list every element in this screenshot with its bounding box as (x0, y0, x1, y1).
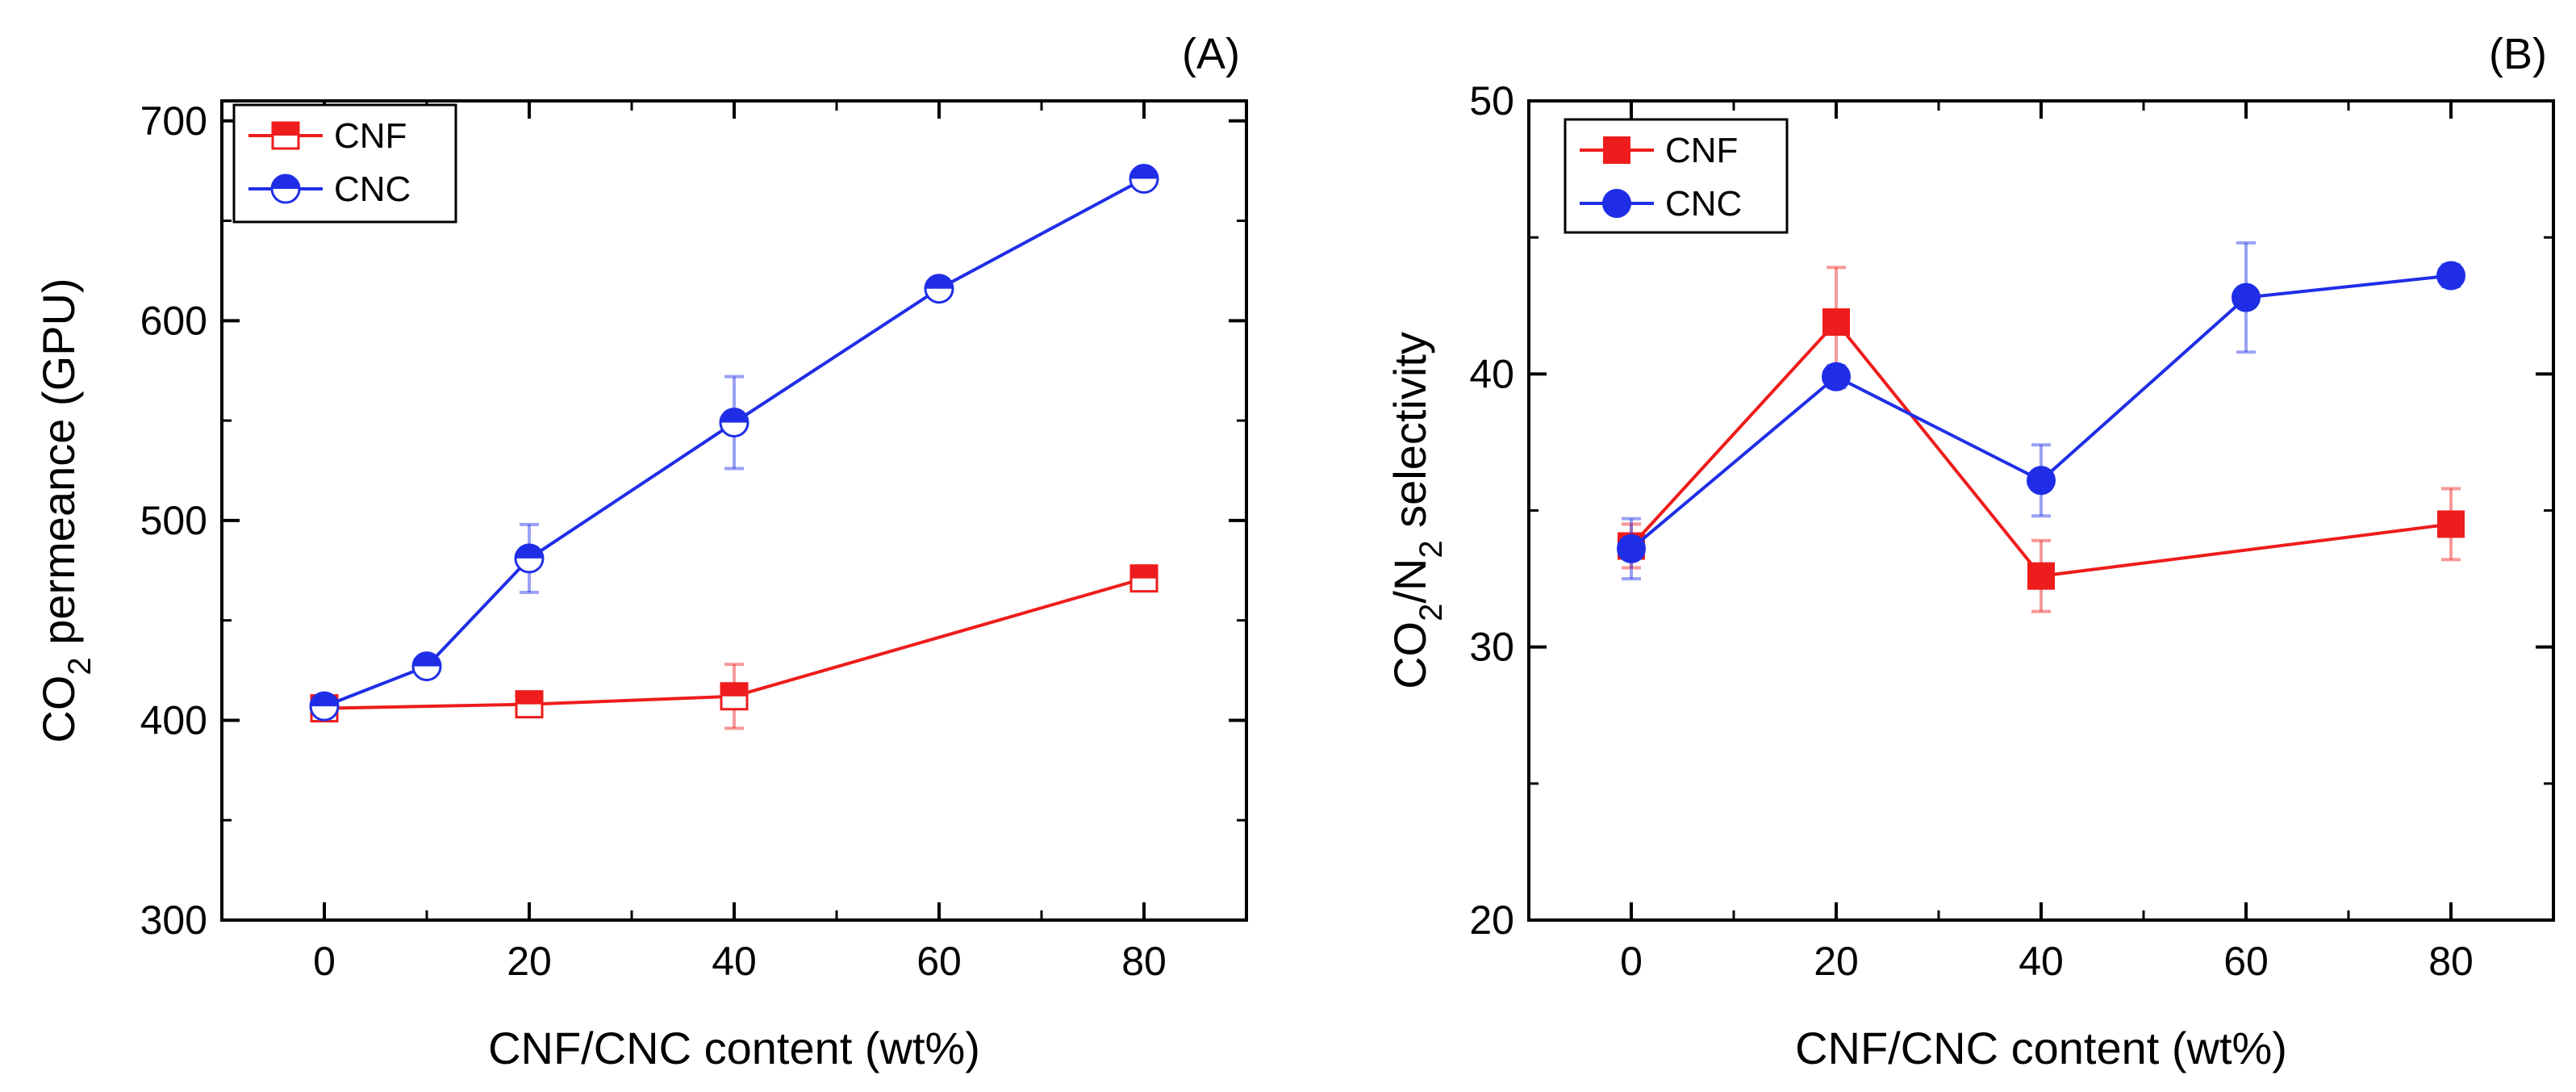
marker-fill (720, 408, 748, 423)
y-tick-label: 40 (1469, 351, 1514, 396)
data-point (515, 690, 544, 719)
x-tick-label: 0 (1620, 939, 1643, 984)
y-tick-label: 50 (1469, 78, 1514, 123)
data-point (2437, 510, 2465, 538)
data-point (2436, 261, 2465, 291)
y-tick-label: 600 (140, 298, 207, 343)
marker-fill (1130, 165, 1158, 179)
y-axis-label-subscript: 2 (1413, 540, 1449, 558)
x-axis-label: CNF/CNC content (wt%) (1795, 1023, 2287, 1073)
marker-fill (516, 691, 542, 705)
x-tick-label: 60 (2223, 939, 2269, 984)
data-point (514, 543, 545, 574)
legend-label: CNF (1665, 131, 1738, 170)
legend-label: CNC (1665, 184, 1742, 224)
y-tick-label: 30 (1469, 625, 1514, 670)
legend-label: CNC (334, 169, 411, 209)
legend-box (232, 103, 457, 224)
marker-fill (311, 692, 338, 707)
data-point (309, 691, 340, 722)
legend-box (1564, 118, 1789, 234)
data-point (411, 651, 442, 682)
y-tick-label: 20 (1469, 897, 1514, 943)
series-cnf (310, 564, 1159, 730)
y-tick-label: 700 (140, 98, 207, 144)
x-tick-label: 80 (1121, 939, 1167, 984)
data-point (2027, 466, 2056, 496)
series-cnf (1618, 266, 2465, 613)
x-tick-label: 20 (1814, 939, 1859, 984)
series-cnc (1617, 241, 2465, 581)
marker-fill (272, 175, 299, 189)
data-point (1822, 362, 1851, 391)
legend-marker (1602, 189, 1631, 218)
panel-label: (A) (1182, 30, 1240, 78)
x-tick-label: 60 (916, 939, 962, 984)
y-tick-label: 400 (140, 697, 207, 743)
data-point (2232, 282, 2261, 312)
y-axis-label-part: permeance (GPU) (33, 278, 84, 657)
series-line (1630, 319, 2452, 578)
x-tick-label: 0 (313, 939, 336, 984)
data-point (2027, 562, 2055, 590)
marker-fill (273, 123, 299, 136)
data-point (1129, 164, 1159, 195)
marker-fill (1131, 565, 1157, 579)
marker-fill (516, 544, 543, 559)
data-point (720, 682, 749, 711)
y-axis-label-subscript: 2 (62, 657, 98, 675)
y-axis-label-part: /N (1384, 559, 1435, 604)
data-point (924, 274, 954, 304)
legend: CNF CNC (232, 103, 457, 224)
x-tick-label: 20 (507, 939, 552, 984)
data-point (719, 408, 749, 438)
chart-panel-b: 0 20 40 60 80 20 30 40 50 CNF/CNC content (wt%) CO… (1384, 30, 2555, 1073)
x-tick-label: 40 (712, 939, 757, 984)
y-tick-label: 500 (140, 498, 207, 543)
legend-marker (1603, 136, 1630, 164)
y-tick-label: 300 (140, 897, 207, 943)
panel-label: (B) (2489, 30, 2547, 78)
series-cnc (309, 164, 1159, 722)
y-axis-label-subscript: 2 (1413, 604, 1449, 621)
y-axis-label-part: CO (33, 676, 84, 743)
legend: CNF CNC (1564, 118, 1789, 234)
chart-panel-a: 0 20 40 60 80 300 400 500 600 700 CNF/CNC content … (33, 30, 1248, 1073)
y-axis-label-part: selectivity (1384, 332, 1435, 540)
marker-fill (413, 652, 440, 667)
data-point (1129, 564, 1159, 593)
marker-fill (925, 274, 953, 289)
y-axis-label-part: CO (1384, 621, 1435, 689)
data-point (1822, 308, 1850, 337)
x-axis-label: CNF/CNC content (wt%) (488, 1023, 980, 1073)
legend-label: CNF (334, 116, 407, 156)
y-axis-label: CO2 permeance (GPU) (33, 278, 98, 743)
series-line (324, 576, 1145, 710)
marker-fill (721, 683, 747, 697)
series-line (324, 177, 1145, 708)
y-axis-label: CO2/N2 selectivity (1384, 332, 1449, 689)
data-point (1617, 533, 1646, 563)
x-tick-label: 40 (2019, 939, 2064, 984)
legend-marker (270, 174, 301, 204)
x-tick-label: 80 (2428, 939, 2474, 984)
legend-marker (271, 121, 300, 150)
plot-frame (220, 99, 1248, 922)
